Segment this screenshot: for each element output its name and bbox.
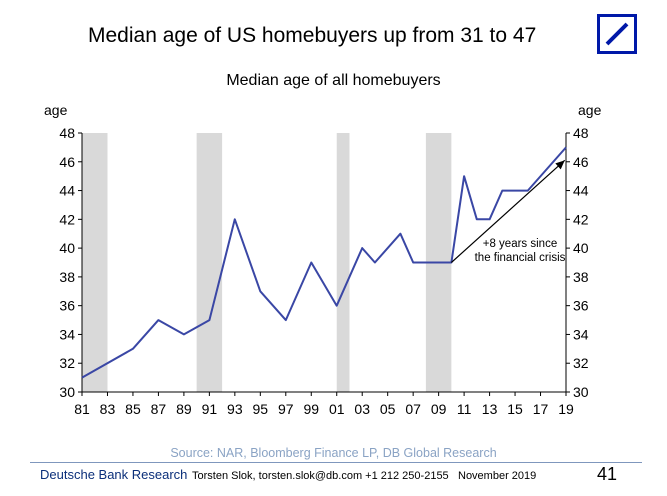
recession-band bbox=[336, 133, 350, 392]
x-tick-label: 87 bbox=[151, 401, 167, 417]
y-tick-label-left: 38 bbox=[59, 269, 75, 285]
footer-contact: Torsten Slok, torsten.slok@db.com +1 212… bbox=[192, 470, 449, 482]
x-tick-label: 17 bbox=[533, 401, 549, 417]
x-tick-label: 89 bbox=[176, 401, 192, 417]
y-tick-label-left: 42 bbox=[59, 211, 75, 227]
annotation-arrow-line bbox=[450, 159, 566, 263]
recession-band bbox=[82, 133, 108, 392]
x-tick-label: 95 bbox=[253, 401, 269, 417]
y-tick-label-left: 34 bbox=[59, 326, 75, 342]
x-tick-label: 09 bbox=[431, 401, 447, 417]
y-tick-label-left: 32 bbox=[59, 355, 75, 371]
x-tick-label: 81 bbox=[74, 401, 90, 417]
x-tick-label: 15 bbox=[507, 401, 523, 417]
deutsche-bank-logo-icon bbox=[597, 14, 637, 54]
x-tick-label: 97 bbox=[278, 401, 294, 417]
x-tick-label: 85 bbox=[125, 401, 141, 417]
x-tick-label: 19 bbox=[558, 401, 574, 417]
y-tick-label-left: 46 bbox=[59, 154, 75, 170]
annotation-arrow-head bbox=[555, 160, 565, 170]
chart-title: Median age of all homebuyers bbox=[226, 72, 441, 89]
headline: Median age of US homebuyers up from 31 t… bbox=[88, 24, 537, 47]
y-axis-right-label: age bbox=[578, 102, 602, 118]
y-tick-label-right: 42 bbox=[573, 211, 589, 227]
x-tick-label: 03 bbox=[354, 401, 370, 417]
footer-divider bbox=[30, 462, 642, 463]
y-tick-label-right: 48 bbox=[573, 125, 589, 141]
annotation-text: the financial crisis bbox=[475, 252, 566, 264]
y-tick-label-left: 48 bbox=[59, 125, 75, 141]
y-tick-label-right: 44 bbox=[573, 183, 589, 199]
page-number: 41 bbox=[597, 464, 618, 484]
source-note: Source: NAR, Bloomberg Finance LP, DB Gl… bbox=[170, 446, 497, 460]
x-tick-label: 91 bbox=[202, 401, 218, 417]
series-line bbox=[81, 146, 567, 379]
x-tick-label: 07 bbox=[405, 401, 421, 417]
y-tick-label-right: 40 bbox=[573, 240, 589, 256]
y-tick-label-left: 44 bbox=[59, 183, 75, 199]
footer-brand: Deutsche Bank Research bbox=[40, 467, 188, 482]
x-tick-label: 93 bbox=[227, 401, 243, 417]
y-tick-label-right: 34 bbox=[573, 326, 589, 342]
y-tick-label-right: 38 bbox=[573, 269, 589, 285]
x-tick-label: 83 bbox=[100, 401, 116, 417]
y-tick-label-left: 40 bbox=[59, 240, 75, 256]
y-tick-label-right: 36 bbox=[573, 298, 589, 314]
x-tick-label: 05 bbox=[380, 401, 396, 417]
y-axis-left-label: age bbox=[44, 102, 68, 118]
footer-date: November 2019 bbox=[458, 470, 537, 482]
x-tick-label: 99 bbox=[303, 401, 319, 417]
y-tick-label-left: 36 bbox=[59, 298, 75, 314]
y-tick-label-right: 32 bbox=[573, 355, 589, 371]
y-tick-label-left: 30 bbox=[59, 384, 75, 400]
y-tick-label-right: 30 bbox=[573, 384, 589, 400]
y-tick-label-right: 46 bbox=[573, 154, 589, 170]
annotation-text: +8 years since bbox=[483, 238, 557, 250]
recession-band bbox=[196, 133, 223, 392]
x-tick-label: 01 bbox=[329, 401, 345, 417]
x-tick-label: 11 bbox=[457, 401, 472, 417]
x-tick-label: 13 bbox=[482, 401, 498, 417]
